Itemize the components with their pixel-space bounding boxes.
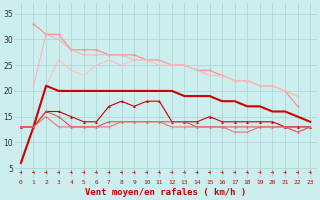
X-axis label: Vent moyen/en rafales ( km/h ): Vent moyen/en rafales ( km/h ) [85, 188, 246, 197]
